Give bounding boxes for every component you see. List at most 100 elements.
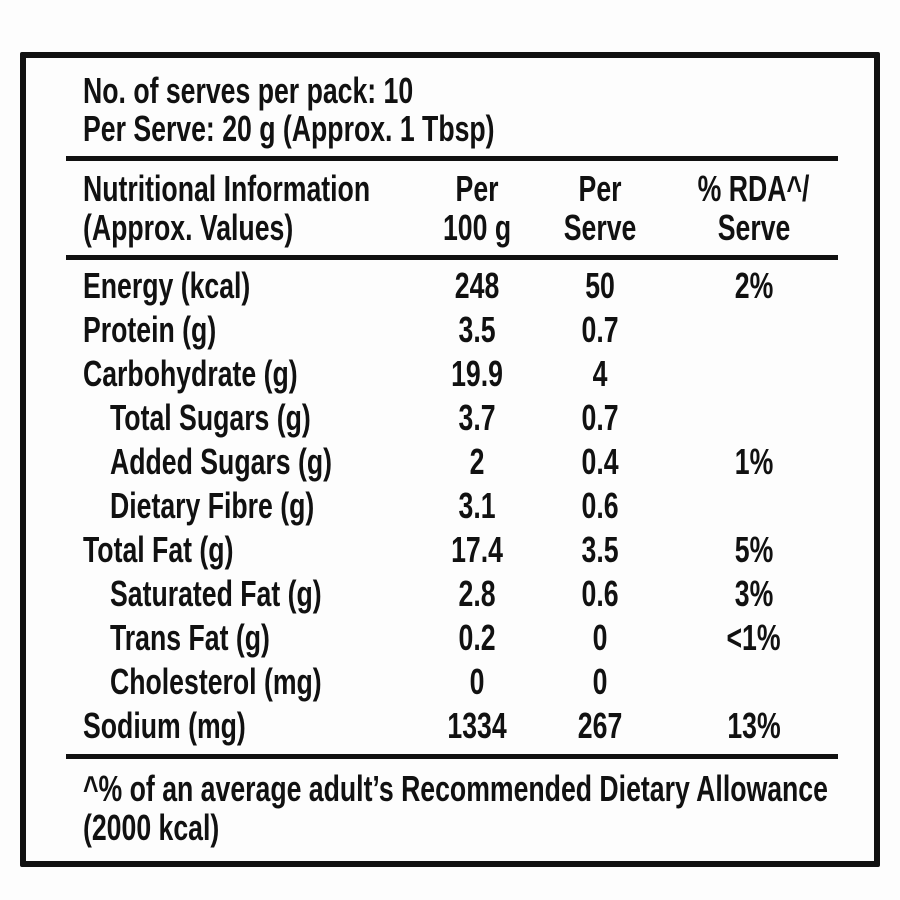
- nutrient-name-cell: Protein (g): [26, 309, 418, 351]
- per-serve-value: 0: [592, 617, 608, 658]
- per-serve-cell: 0.4: [536, 441, 664, 483]
- nutrient-name: Sodium (mg): [83, 705, 246, 746]
- per-serve-cell: 0: [536, 617, 664, 659]
- per-serve-value: 0: [592, 661, 608, 702]
- rda-serve-value: 1%: [734, 441, 774, 482]
- nutrient-name: Total Fat (g): [83, 529, 234, 570]
- header-per-100g: Per 100 g: [418, 169, 536, 247]
- divider-footer: [66, 754, 838, 759]
- header-rda-per-serve: % RDA^/ Serve: [664, 169, 844, 247]
- per-100g-cell: 19.9: [418, 353, 536, 395]
- per-serve-cell: 0: [536, 661, 664, 703]
- table-row: Total Sugars (g) 3.7 0.7: [26, 396, 874, 440]
- rda-footnote: ^% of an average adult’s Recommended Die…: [26, 759, 874, 861]
- per-100g-value: 3.1: [458, 485, 496, 526]
- per-serve-cell: 0.6: [536, 485, 664, 527]
- table-row: Saturated Fat (g) 2.8 0.6 3%: [26, 572, 874, 616]
- serves-per-pack-text: No. of serves per pack: 10: [83, 70, 414, 111]
- serves-per-pack-line: No. of serves per pack: 10: [83, 72, 854, 110]
- table-header-row: Nutritional Information (Approx. Values)…: [26, 161, 874, 255]
- per-serve-value: 4: [592, 353, 608, 394]
- rda-serve-cell: [664, 309, 844, 351]
- per-serve-value: 0.7: [581, 309, 619, 350]
- nutrition-label-box: No. of serves per pack: 10 Per Serve: 20…: [20, 52, 880, 867]
- per-100g-value: 2.8: [458, 573, 496, 614]
- table-row: Trans Fat (g) 0.2 0 <1%: [26, 616, 874, 660]
- per-100g-cell: 3.1: [418, 485, 536, 527]
- header-col2-line2: 100 g: [442, 207, 512, 248]
- per-100g-cell: 248: [418, 265, 536, 307]
- per-100g-cell: 3.5: [418, 309, 536, 351]
- rda-serve-value: 13%: [727, 705, 781, 746]
- header-col1-line1: Nutritional Information: [83, 168, 371, 209]
- nutrient-name-cell: Dietary Fibre (g): [26, 485, 418, 527]
- nutrient-rows: Energy (kcal) 248 50 2% Protein (g) 3.5 …: [26, 260, 874, 754]
- rda-serve-cell: [664, 485, 844, 527]
- per-100g-cell: 2: [418, 441, 536, 483]
- per-100g-cell: 3.7: [418, 397, 536, 439]
- header-col3-line2: Serve: [563, 207, 637, 248]
- per-serve-cell: 0.6: [536, 573, 664, 615]
- rda-serve-value: 2%: [734, 265, 774, 306]
- nutrient-name: Trans Fat (g): [110, 617, 270, 658]
- rda-serve-cell: 13%: [664, 705, 844, 747]
- per-100g-value: 19.9: [451, 353, 503, 394]
- nutrient-name: Carbohydrate (g): [83, 353, 298, 394]
- table-row: Added Sugars (g) 2 0.4 1%: [26, 440, 874, 484]
- header-per-serve: Per Serve: [536, 169, 664, 247]
- rda-serve-cell: [664, 397, 844, 439]
- per-serve-cell: 4: [536, 353, 664, 395]
- per-100g-cell: 2.8: [418, 573, 536, 615]
- per-100g-value: 2: [469, 441, 485, 482]
- nutrient-name-cell: Added Sugars (g): [26, 441, 418, 483]
- nutrient-name: Total Sugars (g): [110, 397, 311, 438]
- per-100g-cell: 1334: [418, 705, 536, 747]
- per-serve-value: 267: [577, 705, 623, 746]
- per-serve-cell: 0.7: [536, 309, 664, 351]
- pack-info-block: No. of serves per pack: 10 Per Serve: 20…: [26, 58, 874, 156]
- per-100g-value: 3.7: [458, 397, 496, 438]
- nutrient-name-cell: Energy (kcal): [26, 265, 418, 307]
- footnote-line1-wrap: ^% of an average adult’s Recommended Die…: [83, 769, 854, 808]
- footnote-line2: (2000 kcal): [83, 807, 220, 848]
- per-100g-value: 17.4: [451, 529, 503, 570]
- per-serve-value: 0.7: [581, 397, 619, 438]
- per-serve-value: 50: [585, 265, 615, 306]
- nutrient-name: Cholesterol (mg): [110, 661, 322, 702]
- per-serve-value: 0.6: [581, 573, 619, 614]
- nutrient-name-cell: Saturated Fat (g): [26, 573, 418, 615]
- nutrient-name: Saturated Fat (g): [110, 573, 322, 614]
- nutrient-name-cell: Cholesterol (mg): [26, 661, 418, 703]
- table-row: Protein (g) 3.5 0.7: [26, 308, 874, 352]
- divider-header: [66, 255, 838, 260]
- table-row: Total Fat (g) 17.4 3.5 5%: [26, 528, 874, 572]
- table-row: Cholesterol (mg) 0 0: [26, 660, 874, 704]
- table-row: Sodium (mg) 1334 267 13%: [26, 704, 874, 748]
- table-row: Carbohydrate (g) 19.9 4: [26, 352, 874, 396]
- per-100g-value: 0: [469, 661, 485, 702]
- divider-top: [66, 156, 838, 161]
- nutrient-name-cell: Total Fat (g): [26, 529, 418, 571]
- nutrient-name-cell: Carbohydrate (g): [26, 353, 418, 395]
- per-serve-value: 3.5: [581, 529, 619, 570]
- header-nutritional-information: Nutritional Information (Approx. Values): [26, 169, 418, 247]
- header-col4-line1: % RDA^/: [698, 168, 810, 209]
- nutrient-name: Added Sugars (g): [110, 441, 333, 482]
- nutrient-name-cell: Total Sugars (g): [26, 397, 418, 439]
- nutrient-name-cell: Trans Fat (g): [26, 617, 418, 659]
- per-serve-cell: 267: [536, 705, 664, 747]
- per-100g-value: 0.2: [458, 617, 496, 658]
- header-col1-line2: (Approx. Values): [83, 207, 294, 248]
- footnote-line1: ^% of an average adult’s Recommended Die…: [83, 768, 828, 809]
- per-100g-cell: 17.4: [418, 529, 536, 571]
- rda-serve-cell: 3%: [664, 573, 844, 615]
- rda-serve-value: 5%: [734, 529, 774, 570]
- rda-serve-cell: 2%: [664, 265, 844, 307]
- rda-serve-value: <1%: [726, 617, 782, 658]
- rda-serve-value: 3%: [734, 573, 774, 614]
- per-serve-value: 0.6: [581, 485, 619, 526]
- per-100g-cell: 0: [418, 661, 536, 703]
- header-col4-line2: Serve: [717, 207, 791, 248]
- nutrient-name-cell: Sodium (mg): [26, 705, 418, 747]
